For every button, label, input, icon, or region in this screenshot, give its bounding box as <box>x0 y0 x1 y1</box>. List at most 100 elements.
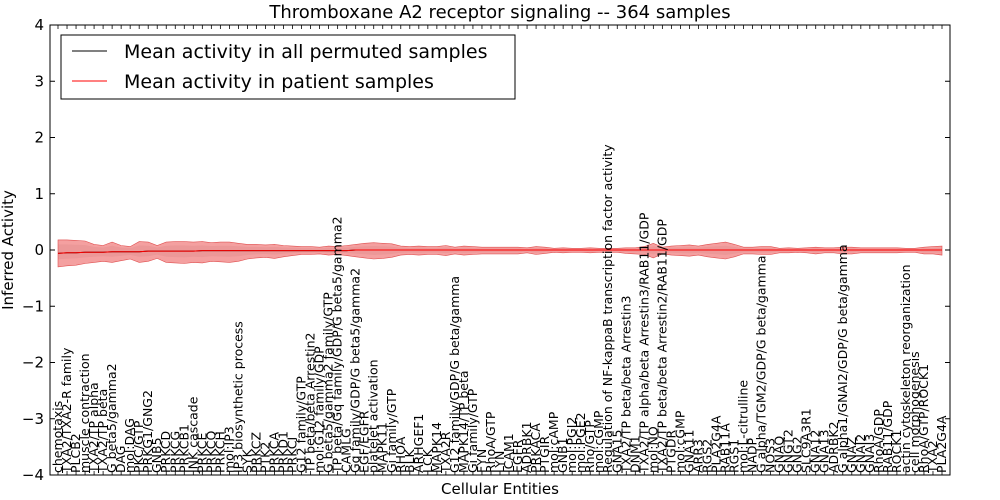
x-tick-label: ADRBK1 <box>519 421 534 473</box>
x-tick-label: PRKACA <box>528 423 543 473</box>
legend-label-patient: Mean activity in patient samples <box>124 71 434 93</box>
x-tick-label: PKC/GTP <box>131 420 146 473</box>
x-tick-label: GNAI3 <box>862 434 877 473</box>
x-tick-label: Regulation of NF-kappaB transcription fa… <box>600 144 615 473</box>
x-tick-label: mol:PGE2 <box>573 412 588 473</box>
x-tick-label: mol:cAMP <box>546 411 561 473</box>
confidence-bands <box>57 239 943 268</box>
x-tick-label: Rho/GTP <box>582 420 597 473</box>
x-tick-label: GNB5 <box>149 437 164 473</box>
x-tick-label: RGS1 <box>727 439 742 473</box>
x-tick-label: G12 family/GDP/G beta/gamma <box>447 276 462 473</box>
x-tick-label: actin cytoskeleton reorganization <box>898 264 913 473</box>
x-tick-label: PRKCG <box>167 431 182 473</box>
x-tick-label: IP3 biosynthetic process <box>230 321 245 473</box>
x-tick-label: PRKCA <box>267 432 282 473</box>
x-tick-label: JNK cascade <box>185 396 200 474</box>
x-tick-label: SLC9A3R1 <box>799 408 814 473</box>
x-tick-label: MAPK14/TP beta <box>456 370 471 473</box>
x-axis-title: Cellular Entities <box>441 480 559 498</box>
x-tick-label: TXA2 <box>925 440 940 474</box>
x-tick-label: mol:PGI2 <box>564 417 579 473</box>
x-tick-label: TXA2/TXA2-R family <box>59 347 74 474</box>
x-tick-label: platelet activation <box>366 359 381 473</box>
x-tick-label: PRKCZ <box>248 432 263 473</box>
chart-title: Thromboxane A2 receptor signaling -- 364… <box>268 2 730 23</box>
y-tick-label: 3 <box>34 72 44 90</box>
y-tick-label: 1 <box>34 185 44 203</box>
y-tick-label: 2 <box>34 129 44 147</box>
x-tick-label: GNAI2 <box>853 434 868 473</box>
x-tick-label: TP beta/Gq family/GDP/G beta5/gamma2 <box>330 216 345 474</box>
y-tick-label: 4 <box>34 16 44 34</box>
x-tick-label: DAG <box>113 446 128 473</box>
x-tick-label: PTGDR <box>663 430 678 473</box>
y-axis-title: Inferred Activity <box>0 190 17 310</box>
x-tick-label: FYN <box>474 449 489 473</box>
y-tick-label: −1 <box>22 297 44 315</box>
y-axis-ticks: −4 −3 −2 −1 0 1 2 3 4 <box>22 16 950 484</box>
x-tick-label: PRKCE <box>194 433 209 473</box>
x-tick-label: ROCK1 <box>889 430 904 473</box>
legend: Mean activity in all permuted samples Me… <box>60 34 516 100</box>
x-tick-label: EGFR <box>510 439 525 473</box>
x-tick-label: GNA13 <box>817 430 832 474</box>
x-tick-label: GNA11 <box>681 430 696 474</box>
x-tick-label: G12 family/GTP <box>294 376 309 473</box>
x-tick-label: ARHGEF1 <box>411 414 426 473</box>
y-tick-label: −2 <box>22 354 44 372</box>
x-tick-label: TP beta/beta Arrestin2 <box>303 333 318 475</box>
legend-box <box>60 34 516 100</box>
x-tick-label: CAMLG <box>339 428 354 473</box>
x-tick-label: GNAQ <box>772 436 787 473</box>
y-tick-label: 0 <box>34 241 44 259</box>
x-tick-label: mol:G12 family/GDP <box>312 346 327 473</box>
x-tick-label: mol:L-citrulline <box>736 380 751 473</box>
patient-band <box>57 239 943 268</box>
x-tick-label: ADRBK2 <box>826 421 841 473</box>
x-tick-label: GNGT2 <box>781 429 796 473</box>
x-tick-label: G alpha1/GNAI2/GDP/G beta/gamma <box>835 244 850 473</box>
y-tick-label: −4 <box>22 466 44 484</box>
x-tick-label: RAB11/GDP <box>880 400 895 473</box>
x-tick-label: mol:IP3 <box>221 426 236 473</box>
legend-label-permuted: Mean activity in all permuted samples <box>124 41 487 63</box>
x-tick-label: BLK <box>402 448 417 473</box>
x-tick-label: TXA2/TP beta/beta Arrestin2/RAB11/GDP <box>654 219 669 474</box>
x-tick-label: TXA2/TP alpha/beta Arrestin3/RAB11/GDP <box>636 212 651 474</box>
x-tick-label: GNG2 <box>790 436 805 473</box>
x-tick-label: RAB11A <box>718 423 733 473</box>
x-tick-label: ICAM1 <box>501 433 516 473</box>
x-tick-label: ARR3 <box>690 439 705 473</box>
x-tick-label: G beta5/gamma2 <box>104 363 119 473</box>
x-tick-label: PRKG1/GNG2 <box>140 390 155 473</box>
x-tick-label: PRKCQ <box>203 431 218 473</box>
y-tick-label: −3 <box>22 410 44 428</box>
x-tick-label: MAPK11 <box>375 422 390 473</box>
x-tick-label: NOS3 <box>763 438 778 473</box>
x-tick-label: SYK <box>239 448 254 473</box>
x-tick-label: PLA2G4A <box>709 415 724 473</box>
x-tick-label: TXA2/TP beta/beta Arrestin3 <box>618 296 633 474</box>
x-tick-label: PRKCH <box>212 431 227 473</box>
x-tick-label: GNAZ <box>844 437 859 473</box>
x-tick-label: RhoA/GTP <box>483 411 498 473</box>
x-tick-label: GNB1 <box>555 437 570 473</box>
x-tick-label: LYN <box>492 451 507 473</box>
x-tick-label: PRKD1 <box>276 431 291 473</box>
x-tick-label: G alpha/TGM2/GDP/G beta/gamma <box>754 255 769 473</box>
x-tick-label: RhoA/GDP <box>871 409 886 473</box>
x-tick-label: TXA2R <box>438 431 453 474</box>
series-lines <box>57 249 942 254</box>
x-tick-label: mol:cGMP <box>591 410 606 473</box>
x-tick-label: RHOA <box>393 436 408 473</box>
x-tick-label: mol:NO <box>645 426 660 473</box>
x-tick-label: GNA15 <box>609 430 624 474</box>
x-tick-label: DNM1 <box>627 435 642 473</box>
x-tick-label: TXA2/TP beta <box>95 389 110 474</box>
x-tick-label: PLA2G4A <box>934 415 949 473</box>
x-tick-label: mol:cGMP <box>672 410 687 473</box>
x-tick-label: PRKCB1 <box>176 424 191 473</box>
